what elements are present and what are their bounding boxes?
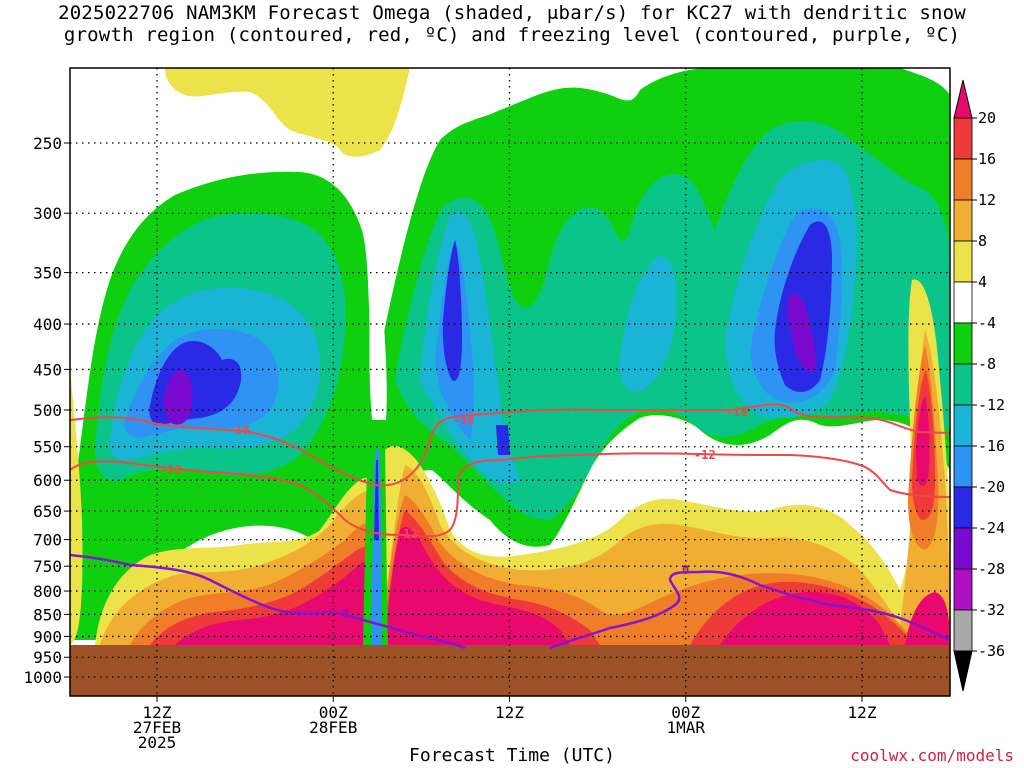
colorbar-label: -8: [978, 355, 996, 373]
contour-label-minus-18-left: -18: [228, 423, 250, 437]
y-tick-label-250: 250: [33, 134, 62, 153]
x-tick-label-3-0: 00Z: [671, 703, 700, 722]
omega-positive-region: [165, 68, 410, 157]
x-tick-label-1-1: 28FEB: [309, 718, 357, 737]
colorbar-swatch: [953, 568, 973, 611]
colorbar-min-arrow: [953, 650, 973, 692]
colorbar-label: -12: [978, 396, 1005, 414]
omega-ascent-region: [496, 425, 510, 455]
contour-label-minus-12-mid: -12: [396, 527, 418, 541]
contour-label-minus-12-right: -12: [694, 448, 716, 462]
omega-ascent-region: [619, 255, 677, 392]
colorbar-max-arrow: [953, 79, 973, 119]
colorbar-label: 12: [978, 191, 996, 209]
colorbar-swatch: [953, 117, 973, 160]
omega-ascent-channel: [371, 450, 382, 645]
credit-link[interactable]: coolwx.com/models: [850, 746, 1014, 765]
y-tick-label-450: 450: [33, 360, 62, 379]
y-tick-label-650: 650: [33, 502, 62, 521]
omega-ascent-region: [787, 293, 816, 372]
omega-descent-region: [905, 592, 950, 645]
colorbar-swatch: [953, 281, 973, 324]
contour-labels: -18 -18 -18 -12 -12 -12 0 0: [160, 405, 748, 621]
omega-descent-region: [70, 370, 83, 645]
colorbar-label: 4: [978, 273, 987, 291]
omega-descent-region: [175, 561, 380, 645]
x-tick-label-1-0: 00Z: [319, 703, 348, 722]
x-tick-label-0-2: 2025: [138, 733, 177, 752]
y-tick-label-300: 300: [33, 204, 62, 223]
y-tick-label-950: 950: [33, 648, 62, 667]
colorbar-label: 20: [978, 109, 996, 127]
y-tick-label-500: 500: [33, 401, 62, 420]
colorbar-swatch: [953, 240, 973, 283]
colorbar-label: -24: [978, 519, 1005, 537]
contour-zero-freezing-level: [70, 553, 950, 650]
y-tick-label-700: 700: [33, 531, 62, 550]
contour-label-minus-12-left: -12: [160, 463, 182, 477]
y-tick-label-800: 800: [33, 582, 62, 601]
colorbar-swatch: [953, 158, 973, 201]
y-tick-label-600: 600: [33, 471, 62, 490]
colorbar-swatch: [953, 486, 973, 529]
contour-minus-18-line: [70, 403, 950, 487]
y-tick-label-850: 850: [33, 605, 62, 624]
y-tick-label-550: 550: [33, 438, 62, 457]
omega-descent-region: [916, 396, 930, 487]
contour-label-minus-18-right: -18: [726, 405, 748, 419]
omega-descent-region: [385, 526, 570, 645]
colorbar-label: -32: [978, 601, 1005, 619]
contour-label-minus-18-mid: -18: [453, 413, 475, 427]
contour-label-zero-right: 0: [682, 563, 689, 577]
colorbar-label: 16: [978, 150, 996, 168]
colorbar: 20 16 12 8 4 -4 -8 -12 -16 -20 -24 -28 -32 -36: [953, 79, 1005, 692]
y-tick-label-1000: 1000: [23, 668, 62, 687]
omega-ascent-region: [164, 369, 193, 425]
contour-minus-12-line: [70, 452, 950, 538]
omega-neutral-gap: [369, 280, 387, 420]
colorbar-swatch: [953, 322, 973, 365]
gridlines: [70, 68, 950, 696]
colorbar-swatch: [953, 445, 973, 488]
omega-descent-region: [720, 591, 890, 645]
chart-title-line-2: growth region (contoured, red, ºC) and f…: [63, 24, 961, 46]
omega-shading: [70, 68, 950, 645]
colorbar-swatch: [953, 363, 973, 406]
x-tick-label-0-0: 12Z: [143, 703, 172, 722]
ground-below-surface: [70, 645, 950, 696]
chart-title: 2025022706 NAM3KM Forecast Omega (shaded…: [0, 2, 1024, 46]
y-tick-label-750: 750: [33, 557, 62, 576]
colorbar-swatch: [953, 609, 973, 652]
x-tick-label-3-1: 1MAR: [666, 718, 705, 737]
colorbar-swatch: [953, 404, 973, 447]
x-tick-label-4-0: 12Z: [848, 703, 877, 722]
y-tick-label-900: 900: [33, 627, 62, 646]
contour-label-zero-left: 0: [342, 607, 349, 621]
y-tick-label-400: 400: [33, 315, 62, 334]
x-tick-label-0-1: 27FEB: [133, 718, 181, 737]
colorbar-swatch: [953, 527, 973, 570]
omega-ascent-channel: [374, 460, 379, 540]
x-tick-label-2-0: 12Z: [495, 703, 524, 722]
chart-title-line-1: 2025022706 NAM3KM Forecast Omega (shaded…: [58, 2, 966, 24]
colorbar-label: -16: [978, 437, 1005, 455]
x-axis-label: Forecast Time (UTC): [409, 745, 615, 766]
y-axis: 250 300 350 400 450 500 550 600 650 700 750 800 850 9…: [23, 134, 70, 687]
colorbar-label: -28: [978, 560, 1005, 578]
y-tick-label-350: 350: [33, 264, 62, 283]
colorbar-label: -4: [978, 314, 996, 332]
colorbar-label: -20: [978, 478, 1005, 496]
omega-ascent-region: [442, 240, 462, 381]
colorbar-label: -36: [978, 642, 1005, 660]
colorbar-swatch: [953, 199, 973, 242]
colorbar-label: 8: [978, 232, 987, 250]
